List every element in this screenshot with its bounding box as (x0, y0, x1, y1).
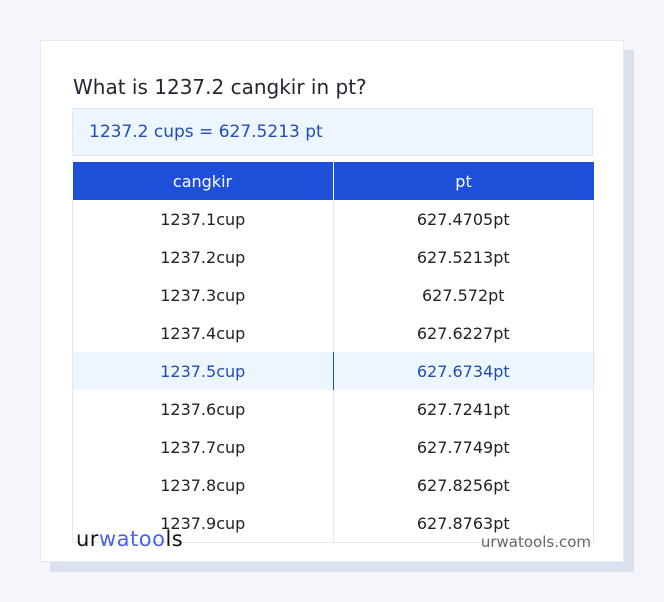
cell-cangkir: 1237.3cup (72, 276, 334, 314)
cell-cangkir: 1237.8cup (72, 466, 334, 504)
table-row: 1237.3cup 627.572pt (72, 276, 594, 314)
cell-pt: 627.8256pt (332, 466, 594, 504)
cell-pt: 627.5213pt (332, 238, 594, 276)
cell-pt: 627.8763pt (332, 504, 594, 543)
table-row: 1237.5cup 627.6734pt (72, 352, 594, 390)
cell-cangkir: 1237.4cup (72, 314, 334, 352)
table-row: 1237.4cup 627.6227pt (72, 314, 594, 352)
table-row: 1237.8cup 627.8256pt (72, 466, 594, 504)
urwatools-logo[interactable]: urwatools (76, 527, 184, 551)
column-header-cangkir: cangkir (72, 162, 333, 200)
cell-cangkir: 1237.9cup (72, 504, 334, 543)
cell-cangkir: 1237.6cup (72, 390, 334, 428)
cell-cangkir: 1237.5cup (72, 352, 334, 390)
conversion-table: cangkir pt 1237.1cup 627.4705pt 1237.2cup 6… (72, 162, 594, 543)
table-row: 1237.1cup 627.4705pt (72, 200, 594, 238)
site-link[interactable]: urwatools.com (480, 533, 591, 551)
cell-pt: 627.6227pt (332, 314, 594, 352)
table-row: 1237.9cup 627.8763pt (72, 504, 594, 543)
table-row: 1237.7cup 627.7749pt (72, 428, 594, 466)
table-row: 1237.2cup 627.5213pt (72, 238, 594, 276)
table-row: 1237.6cup 627.7241pt (72, 390, 594, 428)
cell-pt: 627.572pt (332, 276, 594, 314)
table-header-row: cangkir pt (72, 162, 594, 200)
cell-pt: 627.4705pt (332, 200, 594, 238)
cell-pt: 627.7749pt (332, 428, 594, 466)
cell-pt: 627.7241pt (332, 390, 594, 428)
column-header-pt: pt (332, 162, 594, 200)
cell-cangkir: 1237.7cup (72, 428, 334, 466)
cell-cangkir: 1237.1cup (72, 200, 334, 238)
cell-pt: 627.6734pt (332, 352, 594, 390)
converter-card: What is 1237.2 cangkir in pt? 1237.2 cup… (40, 40, 624, 562)
conversion-result: 1237.2 cups = 627.5213 pt (72, 108, 593, 156)
page-title: What is 1237.2 cangkir in pt? (73, 75, 367, 99)
cell-cangkir: 1237.2cup (72, 238, 334, 276)
